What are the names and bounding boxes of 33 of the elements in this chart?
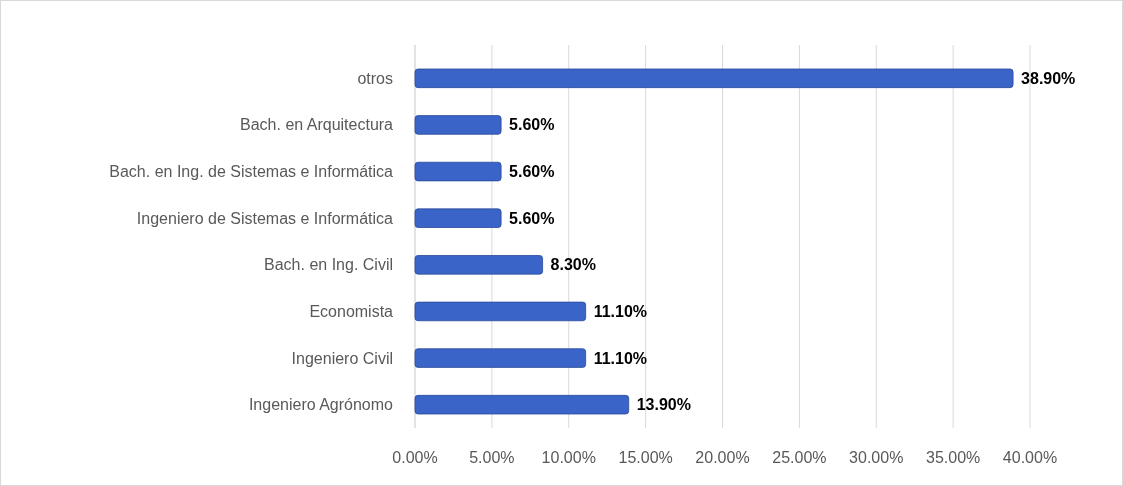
bar [414, 161, 502, 182]
x-tick-label: 40.00% [1002, 449, 1058, 466]
bar [414, 301, 587, 322]
x-tick-label: 20.00% [695, 449, 750, 466]
data-label: 5.60% [509, 116, 555, 134]
y-tick-label: Ingeniero de Sistemas e Informática [136, 209, 394, 227]
y-tick-label: Bach. en Arquitectura [240, 116, 394, 134]
bar [414, 348, 587, 368]
y-tick-label: otros [357, 69, 393, 87]
x-tick-label: 15.00% [618, 449, 673, 466]
y-tick-label: Ingeniero Civil [291, 349, 393, 367]
data-label: 11.10% [593, 302, 648, 320]
x-tick-label: 0.00% [392, 449, 438, 466]
x-tick-label: 35.00% [925, 449, 981, 466]
y-tick-label: Ingeniero Agrónomo [248, 396, 394, 414]
data-label: 5.60% [509, 163, 555, 181]
y-tick-label: Bach. en Ing. Civil [264, 256, 393, 274]
data-label: 38.90% [1021, 69, 1076, 87]
x-tick-label: 5.00% [469, 449, 515, 466]
y-tick-label: Bach. en Ing. de Sistemas e Informática [109, 163, 394, 181]
x-tick-label: 30.00% [849, 449, 904, 466]
x-tick-label: 25.00% [772, 449, 827, 466]
bar [414, 208, 502, 228]
bar [414, 115, 502, 135]
x-tick-label: 10.00% [541, 449, 596, 466]
bar [414, 255, 544, 275]
bar [414, 68, 1014, 89]
data-label: 13.90% [636, 396, 691, 414]
bar [414, 394, 630, 415]
data-label: 11.10% [593, 349, 648, 367]
data-label: 5.60% [509, 209, 555, 227]
data-label: 8.30% [550, 256, 596, 274]
y-tick-label: Economista [309, 302, 394, 320]
